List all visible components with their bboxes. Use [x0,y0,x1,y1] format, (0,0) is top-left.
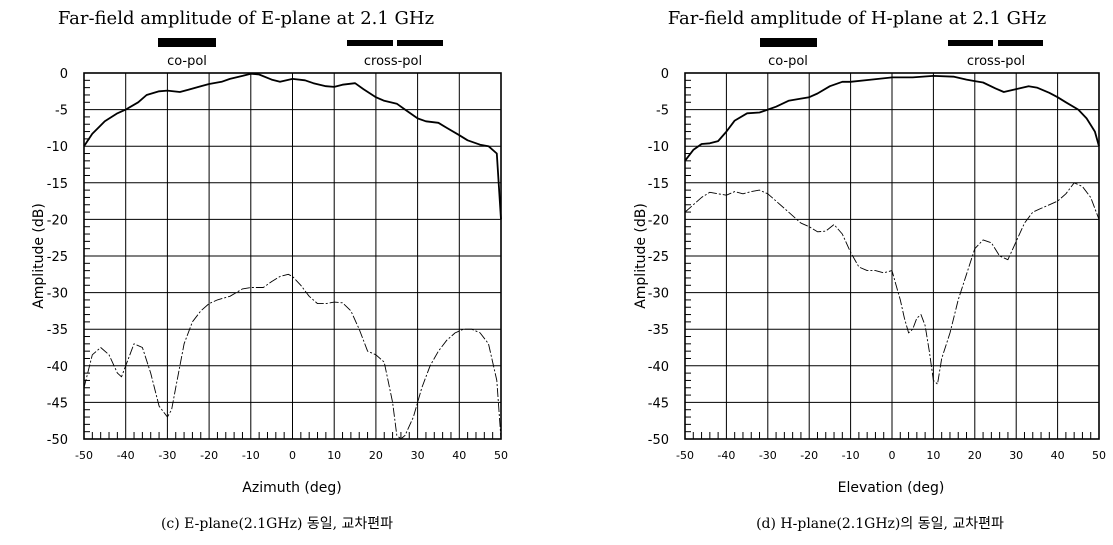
chart-title: Far-field amplitude of H-plane at 2.1 GH… [668,8,1046,29]
x-tick-label: -40 [117,449,135,462]
x-axis-label: Elevation (deg) [838,480,945,496]
y-tick-label: -45 [47,396,68,411]
x-tick-label: 20 [968,449,982,462]
legend: co-pol cross-pol [760,38,1043,69]
y-tick-label: 0 [661,67,669,82]
x-tick-label: -20 [200,449,218,462]
legend-swatch-cross-pol-a [347,40,393,46]
y-tick-label: -50 [47,433,68,448]
legend-swatch-co-pol [158,38,216,47]
y-tick-label: -35 [648,323,669,338]
y-tick-label: -40 [648,360,669,375]
series-line-co-pol [684,75,1100,162]
legend-label-co-pol: co-pol [768,54,808,69]
legend-label-co-pol: co-pol [167,54,207,69]
x-tick-label: -30 [759,449,777,462]
legend-swatch-co-pol [760,38,817,47]
x-tick-label: 40 [1051,449,1065,462]
y-tick-label: -15 [648,177,669,192]
y-tick-label: -10 [47,140,68,155]
plot-frame [684,72,1100,440]
y-tick-label: -25 [648,250,669,265]
x-tick-label: -50 [676,449,694,462]
x-tick-label: -10 [842,449,860,462]
x-tick-label: 40 [452,449,466,462]
e-plane-chart: Far-field amplitude of E-plane at 2.1 GH… [31,8,508,532]
series-line-cross-pol [684,182,1100,385]
series-line-cross-pol [83,273,502,440]
legend-swatch-cross-pol-a [948,40,993,46]
plot-area: 0 -5 -10 -15 -20 -25 -30 -35 -40 -45 -50 -50 -40 -30 -… [648,67,1106,462]
legend-label-cross-pol: cross-pol [364,54,422,69]
y-tick-label: -30 [648,287,669,302]
y-tick-label: 0 [60,67,68,82]
legend-swatch-cross-pol-b [998,40,1043,46]
y-tick-label: -30 [47,287,68,302]
x-tick-label: 10 [926,449,940,462]
y-tick-label: -20 [47,213,68,228]
legend-swatch-cross-pol-b [397,40,443,46]
y-tick-label: -5 [656,104,669,119]
x-tick-label: 0 [889,449,896,462]
x-tick-label: 30 [411,449,425,462]
y-tick-label: -40 [47,360,68,375]
x-tick-label: 30 [1009,449,1023,462]
y-tick-label: -45 [648,396,669,411]
y-tick-label: -15 [47,177,68,192]
x-axis-label: Azimuth (deg) [242,480,341,496]
x-tick-label: -40 [717,449,735,462]
y-tick-label: -20 [648,213,669,228]
figure-caption: (d) H-plane(2.1GHz)의 동일, 교차편파 [756,516,1004,532]
y-tick-label: -50 [648,433,669,448]
legend: co-pol cross-pol [158,38,443,69]
x-tick-label: -10 [242,449,260,462]
x-tick-label: -20 [800,449,818,462]
x-tick-label: 0 [289,449,296,462]
x-tick-label: -30 [158,449,176,462]
plot-frame [83,72,502,440]
legend-label-cross-pol: cross-pol [967,54,1025,69]
figure-caption: (c) E-plane(2.1GHz) 동일, 교차편파 [161,516,393,532]
x-tick-label: 10 [327,449,341,462]
y-axis-label: Amplitude (dB) [633,203,649,309]
y-tick-label: -10 [648,140,669,155]
x-tick-label: 50 [1092,449,1106,462]
x-tick-label: 20 [369,449,383,462]
h-plane-chart: Far-field amplitude of H-plane at 2.1 GH… [633,8,1106,532]
chart-title: Far-field amplitude of E-plane at 2.1 GH… [58,8,434,29]
y-tick-label: -25 [47,250,68,265]
y-tick-label: -5 [55,104,68,119]
y-axis-label: Amplitude (dB) [31,203,47,309]
plot-area: 0 -5 -10 -15 -20 -25 -30 -35 -40 -45 -50 -50 -40 -30 -… [47,67,508,462]
series-line-co-pol [83,72,502,220]
x-tick-label: -50 [75,449,93,462]
y-tick-label: -35 [47,323,68,338]
x-tick-label: 50 [494,449,508,462]
